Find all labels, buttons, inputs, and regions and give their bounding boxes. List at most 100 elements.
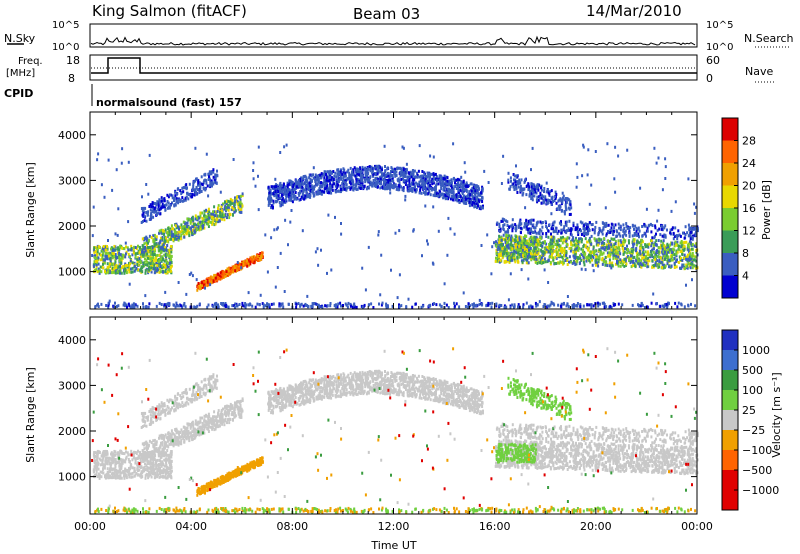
echo-cell: [562, 261, 565, 265]
echo-cell: [304, 194, 307, 198]
echo-cell: [318, 181, 321, 185]
echo-cell: [125, 269, 128, 273]
echo-cell: [376, 172, 379, 176]
echo-cell: [293, 197, 296, 201]
echo-cell: [588, 255, 591, 259]
echo-cell: [661, 258, 664, 262]
echo-cell: [327, 187, 330, 191]
echo-cell: [105, 255, 108, 259]
echo-cell: [166, 270, 169, 274]
echo-cell: [645, 254, 648, 258]
echo-cell: [220, 205, 223, 209]
echo-cell: [633, 242, 636, 246]
echo-cell: [538, 230, 541, 234]
echo-cell: [214, 278, 217, 282]
echo-cell: [643, 256, 645, 260]
echo-cell: [139, 248, 142, 251]
echo-cell: [621, 246, 624, 250]
echo-cell: [611, 244, 614, 248]
echo-cell: [622, 229, 625, 233]
echo-cell: [323, 184, 326, 187]
echo-cell: [630, 247, 633, 251]
echo-cell: [514, 223, 517, 227]
echo-cell: [340, 168, 342, 172]
echo-cell: [644, 264, 647, 267]
echo-cell: [199, 286, 202, 290]
echo-cell: [329, 175, 332, 179]
echo-cell: [651, 253, 654, 257]
echo-cell: [560, 220, 562, 224]
date-title: 14/Mar/2010: [586, 2, 682, 20]
echo-cell: [371, 169, 374, 173]
echo-cell: [359, 187, 362, 190]
echo-cell: [623, 257, 626, 261]
echo-cell: [433, 187, 435, 191]
echo-cell: [511, 224, 514, 228]
echo-cell: [161, 255, 164, 259]
echo-cell: [694, 266, 697, 270]
echo-cell: [395, 170, 398, 174]
echo-cell: [685, 263, 688, 267]
echo-cell: [580, 233, 583, 236]
echo-cell: [465, 183, 468, 187]
echo-cell: [374, 164, 376, 168]
echo-cell: [227, 213, 229, 217]
echo-cell: [530, 218, 533, 222]
echo-cell: [535, 191, 538, 195]
echo-cell: [460, 182, 463, 186]
echo-cell: [186, 221, 188, 225]
echo-cell: [684, 233, 687, 236]
echo-cell: [679, 250, 682, 253]
echo-cell: [175, 237, 178, 241]
echo-cell: [598, 257, 601, 261]
echo-cell: [369, 169, 372, 173]
echo-cell: [495, 240, 497, 244]
echo-cell: [169, 246, 172, 250]
echo-cell: [237, 265, 240, 269]
echo-cell: [691, 266, 694, 270]
echo-cell: [154, 268, 157, 272]
echo-cell: [295, 197, 298, 201]
echo-cell: [651, 265, 654, 269]
echo-cell: [675, 260, 678, 263]
echo-cell: [466, 194, 469, 198]
echo-cell: [633, 240, 636, 244]
echo-cell: [209, 220, 212, 224]
echo-cell: [365, 168, 368, 172]
echo-cell: [520, 231, 522, 235]
echo-cell: [566, 263, 569, 266]
echo-cell: [134, 252, 137, 256]
echo-cell: [688, 258, 691, 262]
echo-cell: [464, 202, 467, 205]
echo-cell: [584, 231, 587, 235]
echo-cell: [202, 181, 205, 185]
echo-cell: [402, 167, 405, 171]
echo-cell: [132, 251, 135, 255]
echo-cell: [679, 266, 681, 270]
echo-cell: [148, 234, 151, 238]
echo-cell: [239, 204, 242, 208]
echo-cell: [676, 250, 679, 254]
echo-cell: [594, 225, 597, 229]
echo-cell: [433, 177, 436, 181]
echo-cell: [598, 254, 601, 258]
echo-cell: [403, 179, 405, 183]
echo-cell: [107, 267, 110, 271]
echo-cell: [290, 183, 293, 187]
echo-cell: [199, 214, 202, 218]
echo-cell: [153, 207, 156, 211]
echo-cell: [675, 254, 678, 258]
echo-cell: [281, 190, 284, 193]
echo-cell: [477, 202, 479, 206]
echo-cell: [656, 228, 659, 232]
echo-cell: [203, 226, 206, 230]
echo-cell: [238, 267, 240, 271]
echo-cell: [227, 206, 230, 210]
echo-cell: [191, 195, 194, 199]
echo-cell: [418, 175, 421, 179]
echo-cell: [139, 268, 142, 272]
echo-cell: [144, 247, 147, 251]
echo-cell: [409, 183, 412, 187]
echo-cell: [342, 182, 345, 186]
echo-cell: [620, 243, 622, 247]
